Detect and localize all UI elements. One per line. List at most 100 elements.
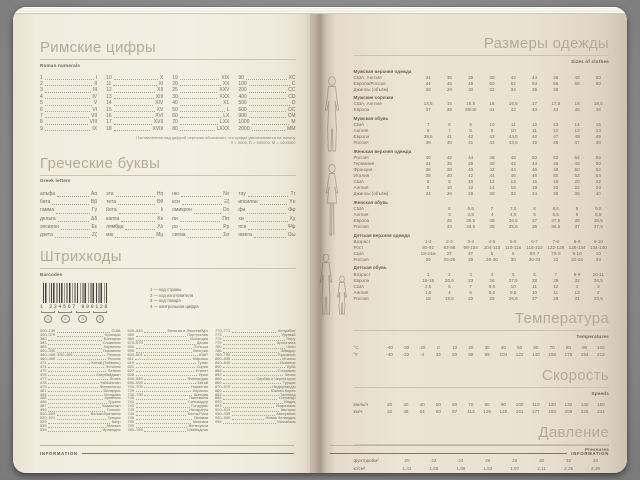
- barcode-stripes-icon: [43, 282, 107, 303]
- barcode-country-row: 775 Перу: [215, 336, 296, 342]
- barcode-country-row: 478 Узбекистан: [40, 379, 121, 385]
- size-value: 9,5: [488, 283, 496, 289]
- conv-value: 40: [500, 344, 506, 350]
- conv-value: 32: [435, 352, 441, 358]
- size-value: 38: [468, 160, 474, 166]
- size-value: 20: [574, 179, 580, 185]
- barcode-country-row: 626 Иран: [127, 371, 208, 377]
- size-value: 40: [595, 191, 601, 197]
- size-value: 47: [553, 134, 559, 140]
- size-value: 38: [425, 173, 431, 179]
- size-value: 18: [574, 101, 580, 107]
- temperature-title: Температура: [353, 310, 609, 332]
- size-value: 48: [553, 166, 559, 172]
- conv-value: 60: [452, 401, 458, 407]
- speed-title: Скорость: [353, 367, 609, 389]
- roman-numeral-pair: 2 II: [40, 80, 98, 87]
- roman-numerals-title: Римские цифры: [40, 39, 296, 60]
- conv-value: 209: [564, 408, 573, 414]
- barcode-country-row: 730–739 Швеция: [127, 391, 208, 397]
- size-value: 43: [531, 107, 538, 113]
- conv-value: 50: [517, 344, 523, 350]
- size-value: 8-9: [573, 271, 581, 277]
- size-value: 5,5: [552, 211, 559, 217]
- size-row-label: Россия: [353, 295, 369, 301]
- footer-line: [81, 453, 294, 454]
- right-page: Размеры одежды Sizes of clothes Мужская …: [309, 13, 627, 473]
- barcode-country-row: 477 Литва: [40, 375, 121, 381]
- size-row-label: США: [353, 179, 365, 185]
- size-value: 20: [553, 185, 559, 191]
- conv-value: -4: [420, 352, 425, 358]
- conv-value: -30: [402, 344, 410, 350]
- size-value: 6,5: [595, 211, 602, 217]
- conv-value: 97: [452, 408, 458, 414]
- clothing-sizes-subtitle: Sizes of clothes: [571, 58, 609, 64]
- roman-numeral-pair: 90 XC: [238, 74, 296, 81]
- conv-value: 68: [468, 352, 474, 358]
- footer-label: INFORMATION: [571, 451, 609, 456]
- size-value: 27: [531, 295, 538, 301]
- size-value: 18: [553, 179, 559, 185]
- size-value: 48: [574, 160, 580, 166]
- note-line: V̅ = 5000, D̅ = 500000, M̅ = 1000000: [230, 140, 296, 146]
- size-value: 40: [468, 166, 474, 172]
- roman-numeral-pair: 17 XVII: [106, 119, 164, 126]
- section-greek-letters: Греческие буквы Greek letters альфа Αα эта…: [40, 155, 296, 240]
- size-value: 6: [469, 289, 472, 295]
- size-value: 11: [553, 289, 559, 295]
- size-value: 10: [510, 283, 516, 289]
- size-value: 34,5: [466, 224, 476, 229]
- barcode-country-row: 485 Армения: [40, 395, 121, 401]
- size-value: 26: [489, 277, 495, 283]
- size-value: 30: [468, 86, 474, 92]
- size-value: 33,5: [593, 295, 603, 301]
- size-value: 2,5: [424, 283, 432, 289]
- size-value: 58: [574, 80, 580, 86]
- size-value: 9,5: [510, 289, 517, 295]
- size-value: 4: [490, 211, 494, 217]
- conv-row-label: миль/ч: [353, 401, 368, 407]
- size-value: 13: [553, 122, 559, 128]
- conv-value: 50: [435, 401, 441, 407]
- size-value: 46: [489, 154, 495, 160]
- size-value: 32-34: [571, 256, 583, 262]
- conv-value: 70: [468, 401, 474, 407]
- size-value: 44: [510, 166, 516, 172]
- size-value: 36,5: [508, 217, 518, 223]
- size-value: 2-3: [446, 238, 453, 244]
- barcode-country-row: 481 Беларусь: [40, 387, 121, 393]
- barcode-country-column: 540–549 Бельгия и Люксембург 560 Португалия…: [127, 329, 208, 432]
- barcode-legend-item: 1 — код страны: [150, 286, 182, 292]
- barcode-country-row: 880 Южная Корея: [215, 387, 296, 393]
- size-value: 8: [426, 185, 430, 191]
- size-value: 98-104: [463, 244, 478, 250]
- size-row-label: Возраст: [353, 238, 371, 244]
- size-value: 42: [489, 166, 495, 172]
- barcode-country-row: 619 Тунис: [127, 359, 208, 365]
- size-value: 30-32: [528, 256, 541, 262]
- size-value: 16: [510, 185, 516, 191]
- size-value: 25: [489, 295, 495, 301]
- size-value: 8: [533, 205, 536, 211]
- size-row-label: Англия: [353, 128, 369, 134]
- conv-value: 2,39: [591, 465, 600, 471]
- size-value: 56: [553, 80, 559, 86]
- size-value: 10: [446, 185, 452, 191]
- conv-value: -20: [418, 344, 426, 350]
- size-value: 13: [574, 289, 580, 295]
- size-value: 46: [531, 166, 538, 172]
- size-row-label: Англия: [353, 289, 369, 295]
- size-value: 3: [448, 211, 451, 217]
- roman-numeral-pair: 20 XX: [172, 80, 230, 87]
- size-value: 8: [469, 128, 472, 134]
- greek-letter-pair: ро Ρρ: [172, 223, 230, 231]
- size-value: 23: [468, 277, 474, 283]
- barcode-country-row: 759 Венесуэла: [127, 423, 208, 429]
- barcode-country-row: 893 Индонезия: [215, 403, 296, 409]
- conv-value: 100: [515, 401, 524, 407]
- barcode-country-row: 745 Панама: [127, 415, 208, 421]
- conv-value: 145: [499, 408, 508, 414]
